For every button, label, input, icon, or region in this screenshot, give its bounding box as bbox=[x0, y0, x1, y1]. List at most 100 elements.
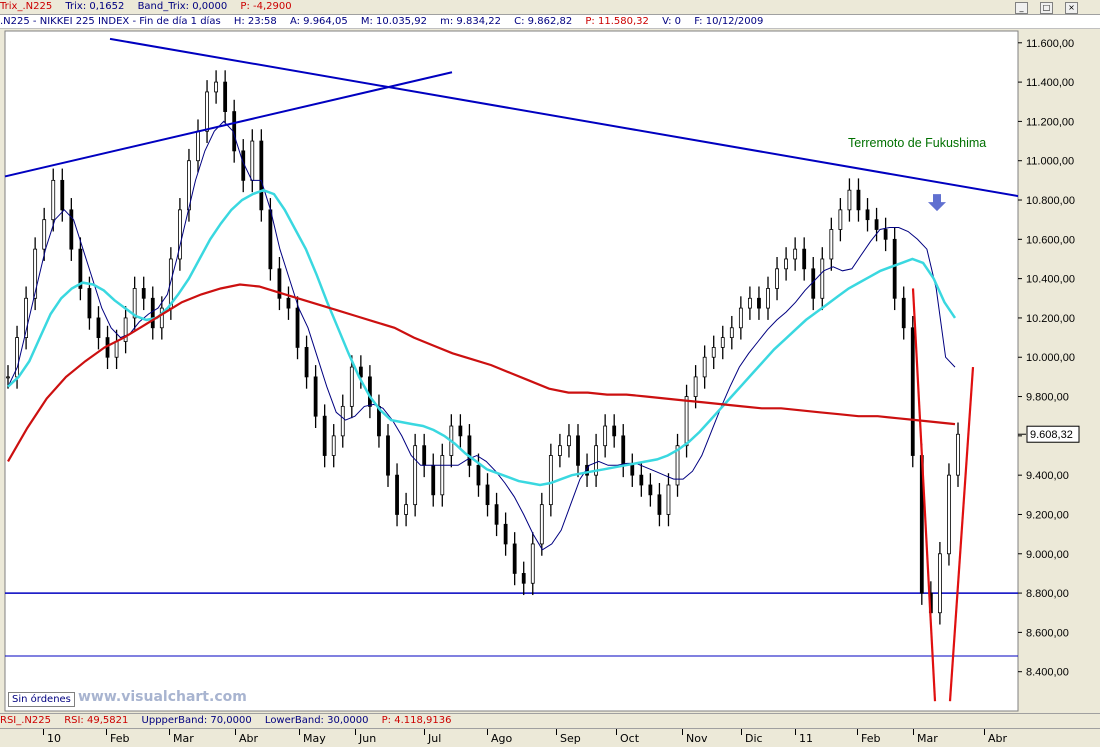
price-candle bbox=[558, 445, 562, 456]
info-close: C: 9.862,82 bbox=[514, 16, 573, 27]
support-trend-line bbox=[4, 71, 453, 178]
price-candle bbox=[702, 356, 707, 378]
price-candle bbox=[404, 504, 408, 515]
info-volume: V: 0 bbox=[662, 16, 682, 27]
price-candle bbox=[196, 130, 200, 162]
price-candle bbox=[6, 376, 10, 379]
x-tick-mark bbox=[682, 729, 683, 735]
price-candle bbox=[684, 396, 689, 447]
y-tick-label: 10.800,00 bbox=[1026, 195, 1075, 207]
x-tick-label: Abr bbox=[988, 732, 1008, 745]
rsi-lower-band: LowerBand: 30,0000 bbox=[264, 715, 369, 726]
price-candle bbox=[223, 81, 228, 112]
price-candle bbox=[874, 219, 879, 230]
close-icon[interactable]: × bbox=[1065, 2, 1078, 14]
price-candle bbox=[395, 474, 399, 515]
price-candle bbox=[666, 484, 671, 515]
price-candle bbox=[24, 297, 28, 338]
price-candle bbox=[304, 347, 309, 378]
price-candle bbox=[603, 425, 608, 447]
price-candle bbox=[521, 573, 526, 584]
price-candle bbox=[78, 248, 83, 289]
x-tick-mark bbox=[857, 729, 858, 735]
last-price-label: 9.608,32 bbox=[1030, 429, 1073, 441]
maximize-icon[interactable]: □ bbox=[1040, 2, 1053, 14]
x-tick-mark bbox=[741, 729, 742, 735]
x-tick-label: 11 bbox=[799, 732, 813, 745]
y-tick-label: 10.400,00 bbox=[1026, 274, 1075, 286]
x-tick-mark bbox=[487, 729, 488, 735]
price-candle bbox=[883, 229, 888, 240]
x-tick-mark bbox=[299, 729, 300, 735]
price-candle bbox=[178, 209, 182, 260]
watermark: www.visualchart.com bbox=[78, 689, 247, 705]
price-candle bbox=[159, 307, 164, 329]
price-candle bbox=[485, 484, 490, 506]
x-tick-label: Dic bbox=[745, 732, 763, 745]
price-candle bbox=[748, 297, 752, 309]
price-candle bbox=[150, 297, 155, 329]
x-tick-label: 10 bbox=[47, 732, 61, 745]
x-tick-label: Feb bbox=[110, 732, 130, 745]
price-chart[interactable]: 8.400,00 8.600,00 8.800,00 9.000,00 9.200,00… bbox=[0, 29, 1100, 713]
y-tick-label: 11.600,00 bbox=[1026, 38, 1074, 50]
price-candle bbox=[458, 425, 463, 437]
x-tick-mark bbox=[43, 729, 44, 735]
price-candle bbox=[576, 435, 580, 466]
price-candle bbox=[286, 297, 291, 309]
price-candle bbox=[60, 179, 65, 211]
price-candle bbox=[820, 258, 825, 299]
price-candle bbox=[901, 297, 906, 329]
price-candle bbox=[711, 347, 716, 358]
rsi-p-value: P: 4.118,9136 bbox=[381, 715, 452, 726]
y-tick-label: 9.000,00 bbox=[1026, 549, 1069, 561]
price-candle bbox=[386, 435, 390, 476]
x-tick-label: Oct bbox=[620, 732, 640, 745]
price-candle bbox=[114, 341, 119, 358]
price-candle bbox=[530, 543, 535, 584]
y-tick-label: 10.000,00 bbox=[1026, 352, 1075, 364]
price-candle bbox=[729, 327, 734, 338]
price-candle bbox=[539, 504, 544, 545]
y-tick-label: 9.200,00 bbox=[1026, 509, 1069, 521]
price-candle bbox=[693, 376, 698, 397]
crash-line-down bbox=[911, 288, 937, 702]
rsi-value: RSI: 49,5821 bbox=[64, 715, 129, 726]
x-tick-mark bbox=[795, 729, 796, 735]
info-low: m: 9.834,22 bbox=[440, 16, 501, 27]
x-tick-mark bbox=[235, 729, 236, 735]
y-tick-label: 10.200,00 bbox=[1026, 313, 1075, 325]
price-candle bbox=[431, 464, 436, 496]
price-candle bbox=[51, 179, 56, 221]
price-candle bbox=[757, 297, 761, 309]
minimize-icon[interactable]: _ bbox=[1015, 2, 1028, 14]
x-tick-label: Ago bbox=[491, 732, 513, 745]
price-candle bbox=[132, 288, 137, 319]
price-candle bbox=[956, 433, 960, 476]
x-tick-mark bbox=[616, 729, 617, 735]
band-trix-value: Band_Trix: 0,0000 bbox=[137, 1, 228, 12]
price-candle bbox=[675, 445, 680, 486]
info-high: M: 10.035,92 bbox=[360, 16, 427, 27]
x-tick-label: Mar bbox=[917, 732, 938, 745]
price-candle bbox=[494, 504, 499, 525]
orders-status[interactable]: Sin órdenes bbox=[8, 692, 75, 707]
rsi-upper-band: UppperBand: 70,0000 bbox=[141, 715, 252, 726]
price-candle bbox=[322, 415, 327, 456]
price-candle bbox=[720, 337, 725, 348]
price-candle bbox=[205, 91, 209, 132]
price-candle bbox=[947, 474, 951, 555]
price-candle bbox=[69, 209, 74, 250]
price-candle bbox=[214, 81, 218, 93]
info-open: A: 9.964,05 bbox=[289, 16, 348, 27]
y-tick-label: 10.600,00 bbox=[1026, 234, 1075, 246]
x-tick-mark bbox=[106, 729, 107, 735]
x-tick-label: Sep bbox=[560, 732, 581, 745]
price-candle bbox=[295, 307, 300, 348]
price-candle bbox=[87, 288, 92, 319]
price-candle bbox=[422, 445, 427, 466]
x-tick-label: Jun bbox=[359, 732, 377, 745]
y-tick-label: 8.400,00 bbox=[1026, 667, 1069, 679]
y-tick-label: 11.200,00 bbox=[1026, 116, 1074, 128]
x-tick-label: Nov bbox=[686, 732, 708, 745]
